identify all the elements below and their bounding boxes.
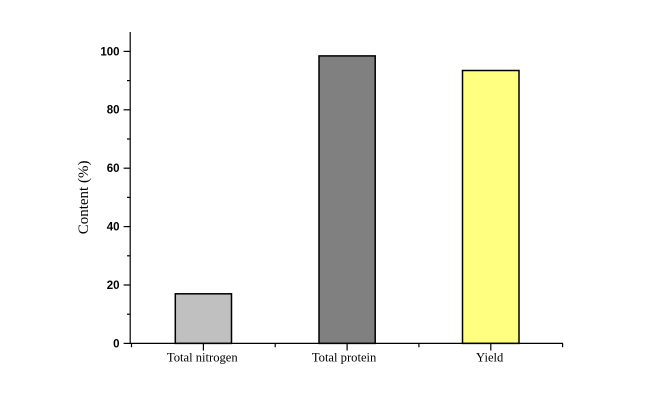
svg-text:Yield: Yield [476, 351, 504, 365]
svg-text:20: 20 [107, 280, 120, 292]
svg-text:40: 40 [107, 222, 120, 234]
svg-text:Total protein: Total protein [312, 351, 377, 365]
svg-text:0: 0 [113, 338, 119, 350]
svg-text:100: 100 [100, 46, 119, 58]
svg-text:Total nitrogen: Total nitrogen [167, 351, 239, 365]
svg-text:60: 60 [107, 163, 120, 175]
svg-text:Content (%): Content (%) [76, 161, 92, 235]
svg-text:80: 80 [107, 105, 120, 117]
